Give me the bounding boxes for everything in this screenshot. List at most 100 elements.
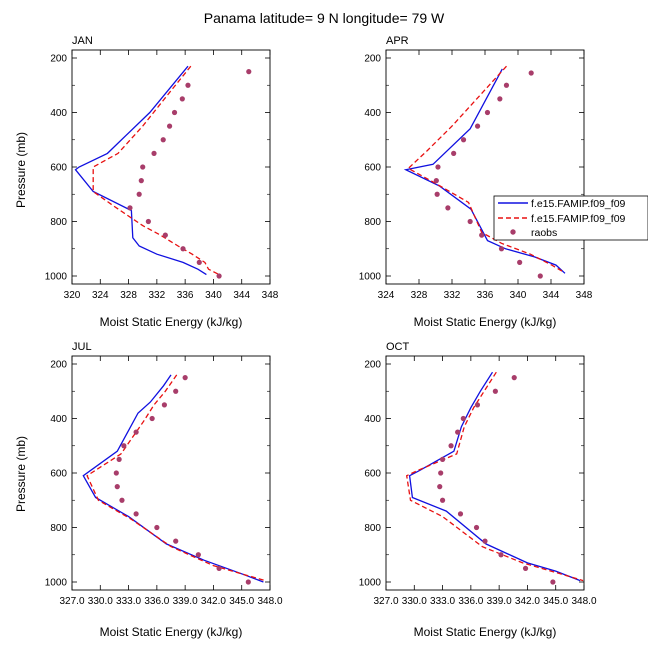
raobs-point bbox=[460, 415, 466, 422]
panel-title: JAN bbox=[72, 35, 93, 47]
raobs-point bbox=[479, 232, 485, 238]
legend-label-raobs: raobs bbox=[531, 227, 557, 239]
x-tick-label: 348 bbox=[262, 290, 279, 301]
raobs-point bbox=[121, 443, 127, 449]
raobs-point bbox=[127, 205, 133, 211]
raobs-point bbox=[171, 109, 178, 116]
x-tick-label: 344 bbox=[543, 290, 560, 301]
series-line-dashed bbox=[407, 65, 564, 273]
raobs-point bbox=[119, 497, 125, 503]
raobs-point bbox=[185, 82, 191, 88]
raobs-point bbox=[161, 402, 167, 408]
raobs-point bbox=[438, 470, 444, 476]
legend-dot-raobs bbox=[510, 229, 516, 235]
x-tick-label: 320 bbox=[64, 290, 81, 301]
x-tick-label: 336 bbox=[477, 290, 494, 301]
raobs-point bbox=[136, 191, 142, 197]
y-tick-label: 400 bbox=[364, 108, 381, 119]
raobs-point bbox=[196, 259, 202, 265]
raobs-point bbox=[503, 82, 510, 88]
legend: f.e15.FAMIP.f09_f09 f.e15.FAMIP.f09_f09 … bbox=[493, 195, 648, 241]
y-axis-label: Pressure (mb) bbox=[14, 436, 28, 512]
raobs-point bbox=[162, 232, 168, 238]
y-tick-label: 1000 bbox=[45, 272, 68, 283]
plot-area: 327.0 330.0 333.0 336.0 339.0 342.0 345.0 348.0… bbox=[45, 355, 283, 607]
panel-title: OCT bbox=[386, 341, 410, 353]
x-tick-label: 327.0 bbox=[59, 596, 84, 607]
raobs-point bbox=[180, 246, 186, 252]
series-line-solid bbox=[74, 65, 207, 276]
raobs-point bbox=[149, 415, 155, 422]
raobs-point bbox=[474, 402, 481, 408]
raobs-point bbox=[138, 178, 144, 184]
data-layer bbox=[74, 65, 252, 279]
x-tick-label: 336.0 bbox=[458, 596, 483, 607]
raobs-point bbox=[455, 429, 461, 435]
raobs-point bbox=[439, 456, 446, 462]
x-tick-label: 345.0 bbox=[543, 596, 568, 607]
raobs-point bbox=[113, 470, 119, 476]
y-tick-label: 600 bbox=[364, 469, 381, 480]
x-tick-label: 344 bbox=[233, 290, 250, 301]
raobs-point bbox=[437, 484, 443, 490]
series-line-solid bbox=[408, 371, 581, 582]
panel-jul: 327.0 330.0 333.0 336.0 339.0 342.0 345.0 348.0… bbox=[14, 341, 283, 639]
x-tick-label: 332 bbox=[149, 290, 166, 301]
raobs-point bbox=[166, 123, 173, 129]
raobs-point bbox=[451, 150, 457, 156]
raobs-point bbox=[511, 375, 517, 381]
plot-frame bbox=[385, 355, 585, 591]
x-axis-label: Moist Static Energy (kJ/kg) bbox=[100, 315, 243, 329]
raobs-point bbox=[498, 552, 504, 558]
y-tick-label: 200 bbox=[50, 360, 67, 371]
plot-area: 327.0 330.0 333.0 336.0 339.0 342.0 345.0 348.0… bbox=[359, 355, 597, 607]
x-tick-label: 342.0 bbox=[515, 596, 540, 607]
raobs-point bbox=[173, 538, 179, 544]
y-tick-label: 200 bbox=[364, 54, 381, 65]
series-line-dashed bbox=[92, 65, 220, 276]
x-tick-label: 328 bbox=[120, 290, 137, 301]
y-tick-label: 400 bbox=[364, 414, 381, 425]
y-tick-label: 800 bbox=[364, 217, 381, 228]
y-tick-label: 1000 bbox=[45, 578, 68, 589]
raobs-point bbox=[439, 497, 446, 503]
y-tick-label: 800 bbox=[364, 523, 381, 534]
x-tick-label: 324 bbox=[92, 290, 109, 301]
y-axis-label: Pressure (mb) bbox=[14, 132, 28, 208]
raobs-point bbox=[133, 511, 139, 517]
raobs-point bbox=[140, 164, 146, 170]
figure-title: Panama latitude= 9 N longitude= 79 W bbox=[204, 10, 445, 26]
x-tick-label: 328 bbox=[411, 290, 428, 301]
x-tick-label: 348 bbox=[576, 290, 593, 301]
raobs-point bbox=[474, 123, 481, 129]
raobs-point bbox=[522, 565, 529, 571]
x-tick-label: 336.0 bbox=[144, 596, 169, 607]
panel-apr: 324 328 332 336 340 344 348 200 400 600 800 1000 AP… bbox=[359, 35, 593, 329]
x-tick-label: 333.0 bbox=[430, 596, 455, 607]
raobs-point bbox=[537, 273, 543, 279]
y-tick-label: 200 bbox=[50, 54, 67, 65]
y-tick-label: 1000 bbox=[359, 578, 382, 589]
raobs-point bbox=[550, 579, 556, 585]
y-tick-label: 600 bbox=[50, 469, 67, 480]
y-tick-label: 1000 bbox=[359, 272, 382, 283]
x-tick-label: 333.0 bbox=[116, 596, 141, 607]
raobs-point bbox=[145, 218, 151, 225]
panel-title: APR bbox=[386, 35, 409, 47]
x-tick-label: 327.0 bbox=[373, 596, 398, 607]
raobs-point bbox=[114, 484, 120, 490]
legend-label-solid: f.e15.FAMIP.f09_f09 bbox=[531, 198, 626, 210]
raobs-point bbox=[154, 524, 160, 531]
x-axis-label: Moist Static Energy (kJ/kg) bbox=[414, 315, 557, 329]
raobs-point bbox=[216, 565, 222, 571]
raobs-point bbox=[497, 96, 503, 102]
raobs-point bbox=[473, 524, 480, 531]
raobs-point bbox=[246, 69, 252, 75]
raobs-point bbox=[182, 375, 188, 381]
plot-frame bbox=[385, 49, 585, 285]
plot-frame bbox=[71, 49, 271, 285]
x-tick-label: 339.0 bbox=[487, 596, 512, 607]
raobs-point bbox=[434, 191, 440, 197]
raobs-point bbox=[445, 205, 451, 211]
y-tick-label: 800 bbox=[50, 217, 67, 228]
